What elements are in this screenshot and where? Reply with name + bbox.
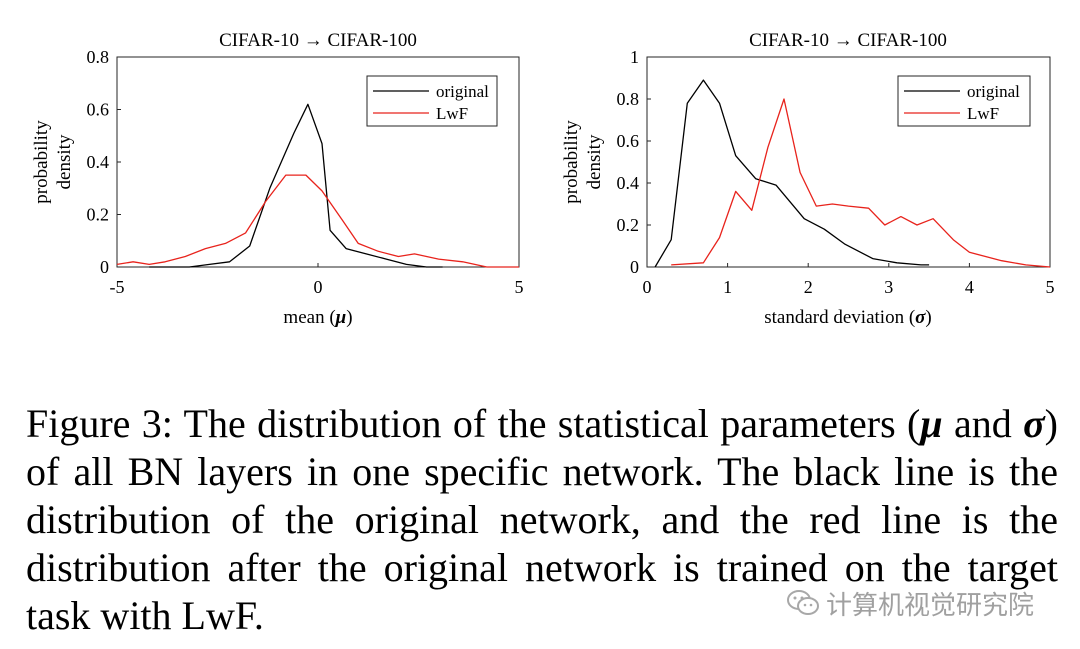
- caption-sigma-symbol: σ: [1023, 401, 1045, 446]
- x-tick-label: 5: [1046, 277, 1055, 297]
- legend: original LwF: [366, 75, 498, 127]
- chart-title: CIFAR-10 → CIFAR-100: [219, 30, 417, 51]
- y-axis-label-line2: density: [584, 134, 605, 189]
- std-distribution-chart: CIFAR-10 → CIFAR-100 probability density…: [561, 30, 1055, 328]
- y-tick-label: 0: [630, 257, 639, 277]
- x-axis-label: standard deviation (σ): [764, 307, 931, 328]
- y-tick-label: 0.8: [617, 89, 640, 109]
- caption-text-3: ) of all BN layers in one specific netwo…: [26, 401, 1058, 638]
- mean-distribution-chart: CIFAR-10 → CIFAR-100 probability density…: [31, 30, 524, 328]
- figure-panels: CIFAR-10 → CIFAR-100 probability density…: [31, 30, 1055, 328]
- series-line-original: [654, 79, 930, 268]
- y-tick-label: 0.2: [87, 205, 110, 225]
- x-axis-label-close: ): [925, 307, 931, 328]
- watermark: 计算机视觉研究院: [786, 586, 1035, 621]
- x-tick-label: 5: [515, 277, 524, 297]
- legend-entry-lwf: LwF: [436, 104, 468, 123]
- caption-text-1: The distribution of the statistical para…: [172, 401, 921, 446]
- y-axis-label-line2: density: [54, 134, 75, 189]
- x-tick-label: 3: [884, 277, 893, 297]
- series-line-lwf: [671, 98, 1051, 268]
- legend-entry-original: original: [967, 82, 1020, 101]
- x-tick-label: 2: [804, 277, 813, 297]
- x-axis-label-close: ): [346, 307, 352, 328]
- x-tick-label: 1: [723, 277, 732, 297]
- y-tick-label: 0.8: [87, 47, 110, 67]
- y-axis-label-line1: probability: [31, 120, 52, 204]
- x-tick-label: 4: [965, 277, 974, 297]
- legend-entry-lwf: LwF: [967, 104, 999, 123]
- y-tick-label: 1: [630, 47, 639, 67]
- x-tick-label: 0: [314, 277, 323, 297]
- figure-caption: Figure 3: The distribution of the statis…: [26, 400, 1058, 640]
- caption-text-2: and: [942, 401, 1024, 446]
- legend: original LwF: [897, 75, 1031, 127]
- watermark-text: 计算机视觉研究院: [826, 590, 1035, 621]
- wechat-icon: [787, 590, 819, 615]
- caption-label: Figure 3:: [26, 401, 173, 446]
- y-tick-label: 0.6: [87, 100, 110, 120]
- y-tick-label: 0.6: [617, 131, 640, 151]
- y-axis-label: probability density: [31, 120, 75, 204]
- y-axis-label: probability density: [561, 120, 605, 204]
- series-line-original: [149, 103, 443, 268]
- y-axis-label-line1: probability: [561, 120, 582, 204]
- y-tick-label: 0.2: [617, 215, 640, 235]
- sigma-symbol: σ: [915, 307, 926, 328]
- x-tick-label: 0: [643, 277, 652, 297]
- series-line-lwf: [116, 174, 519, 268]
- y-tick-label: 0: [100, 257, 109, 277]
- chart-title: CIFAR-10 → CIFAR-100: [749, 30, 947, 51]
- y-tick-label: 0.4: [87, 152, 110, 172]
- x-axis-label-text: mean (: [283, 307, 335, 328]
- x-tick-label: -5: [110, 277, 125, 297]
- x-axis-label: mean (μ): [283, 307, 352, 328]
- x-axis-label-text: standard deviation (: [764, 307, 915, 328]
- y-tick-label: 0.4: [617, 173, 640, 193]
- caption-mu-symbol: μ: [920, 401, 943, 446]
- mu-symbol: μ: [335, 307, 347, 328]
- legend-entry-original: original: [436, 82, 489, 101]
